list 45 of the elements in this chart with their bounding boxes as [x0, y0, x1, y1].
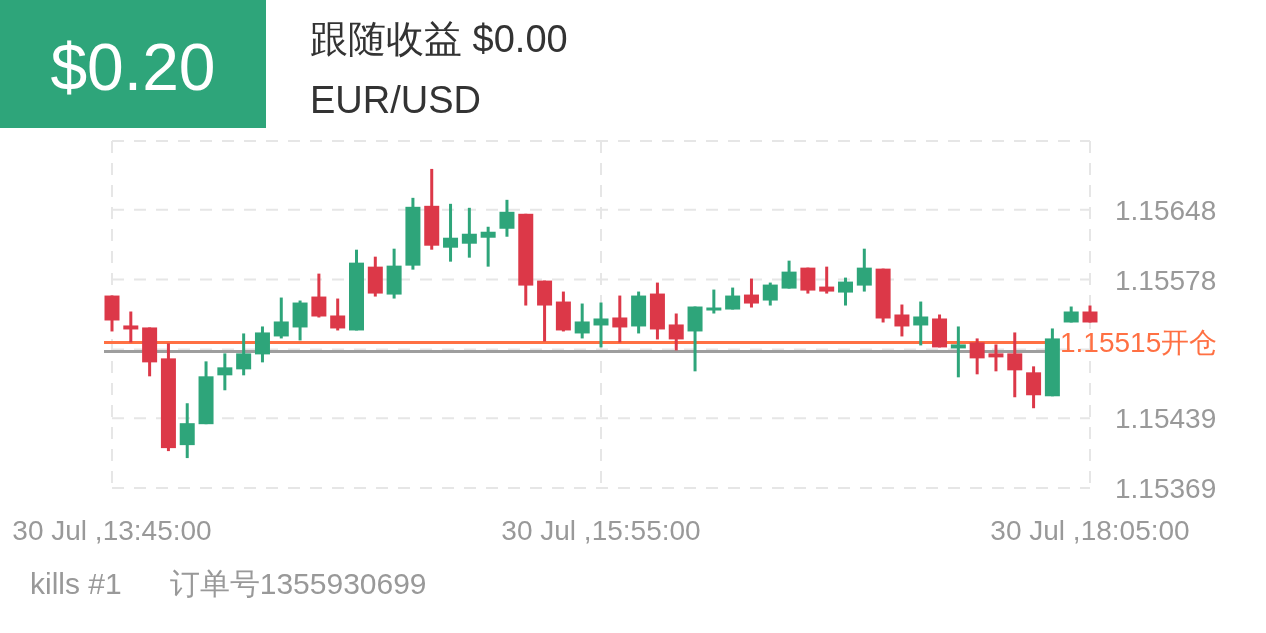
candlestick	[179, 403, 195, 460]
ref-label: 1.15515开仓	[1060, 327, 1218, 359]
candlestick	[819, 266, 835, 294]
candlestick	[1007, 332, 1023, 398]
candlestick	[781, 260, 797, 289]
candlestick	[762, 282, 778, 306]
candlestick	[443, 202, 459, 262]
y-tick-label: 1.15578	[1115, 264, 1217, 296]
candlestick	[894, 304, 910, 337]
x-tick-label: 30 Jul ,18:05:00	[990, 515, 1190, 546]
candlestick	[593, 302, 609, 348]
candlestick	[988, 344, 1004, 372]
candlestick	[1026, 366, 1042, 410]
y-tick-label: 1.15439	[1115, 403, 1217, 435]
candlestick	[236, 333, 252, 376]
candlestick	[856, 248, 872, 292]
candlestick	[706, 289, 722, 314]
x-tick-label: 30 Jul ,13:45:00	[12, 515, 212, 546]
candlestick	[838, 277, 853, 306]
candlestick	[461, 206, 477, 258]
y-tick-label: 1.15648	[1115, 194, 1217, 226]
candlestick	[311, 273, 327, 318]
candlestick	[254, 326, 270, 363]
title: 跟随收益 $0.00	[310, 18, 568, 60]
candlestick	[913, 301, 929, 346]
candlestick	[273, 297, 289, 339]
y-tick-label: 1.15369	[1115, 473, 1217, 504]
candlestick	[668, 313, 684, 351]
annotation: kills #1	[30, 567, 122, 600]
candlestick	[743, 278, 759, 308]
candlestick	[574, 303, 590, 339]
candlestick	[800, 267, 816, 294]
candlestick	[123, 311, 139, 343]
candlestick	[950, 326, 966, 378]
annotation: $0.20	[50, 30, 216, 104]
candlestick	[612, 295, 628, 343]
annotation: 订单号1355930699	[169, 567, 427, 600]
subtitle: EUR/USD	[310, 79, 482, 121]
candlestick	[969, 338, 985, 375]
candlestick	[499, 198, 515, 237]
x-tick-label: 30 Jul ,15:55:00	[501, 515, 701, 546]
candlestick	[725, 287, 741, 310]
candlestick	[330, 298, 346, 331]
candlestick	[480, 226, 496, 267]
candlestick	[217, 353, 233, 391]
